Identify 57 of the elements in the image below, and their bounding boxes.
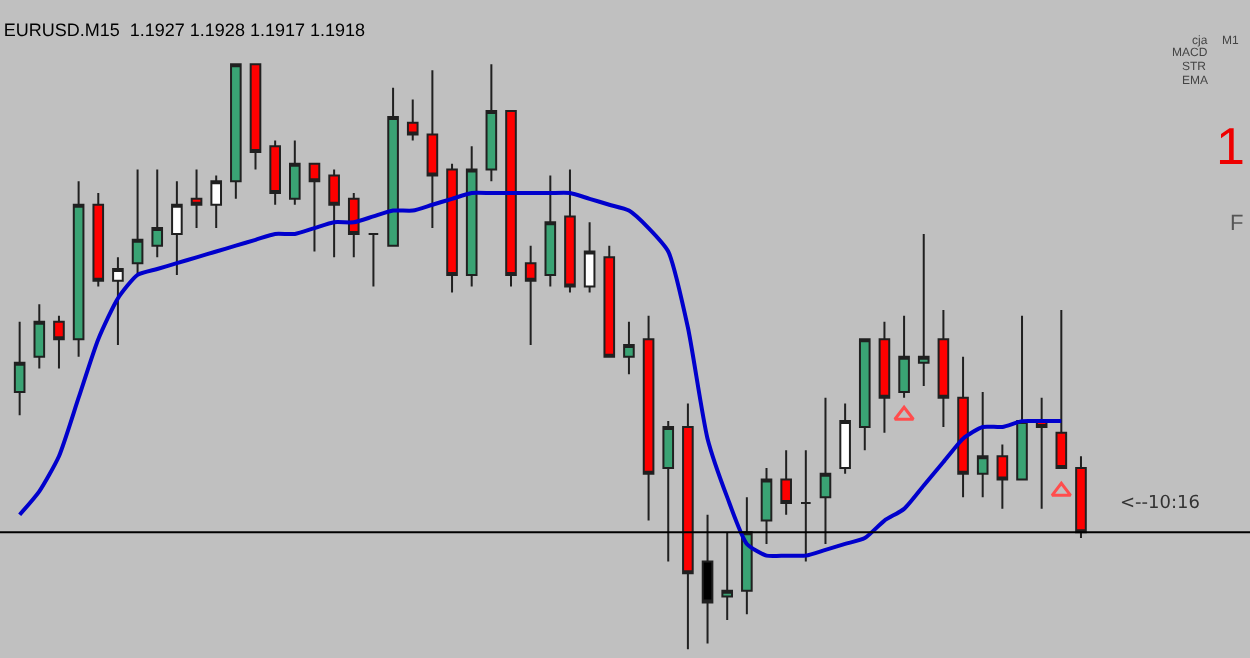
candlestick — [780, 449, 792, 516]
chart-title: EURUSD.M15 1.1927 1.1928 1.1917 1.1918 — [3, 19, 365, 40]
candlestick — [583, 221, 596, 294]
candlestick — [858, 338, 871, 452]
candlestick — [485, 63, 498, 183]
text: <--10:16 — [1120, 494, 1201, 514]
candlestick — [53, 314, 65, 370]
candlestick — [465, 145, 478, 288]
candlestick — [387, 86, 399, 247]
candlestick — [13, 320, 26, 417]
candlestick — [996, 443, 1009, 510]
candlestick — [760, 466, 773, 545]
candlestick — [33, 303, 46, 370]
candlestick — [426, 69, 439, 230]
candlestick — [289, 139, 301, 206]
text: 1 — [1216, 116, 1245, 176]
candlestick — [171, 180, 183, 276]
candlestick — [72, 180, 85, 358]
candlestick — [1055, 309, 1068, 469]
candlestick — [800, 449, 812, 563]
candlestick — [328, 168, 340, 259]
candlestick — [210, 174, 223, 230]
candlestick — [308, 162, 321, 253]
candlestick — [662, 420, 675, 563]
candlestick — [131, 168, 144, 276]
candlestick — [819, 396, 832, 545]
candlestick — [190, 168, 203, 230]
candlestick — [878, 320, 891, 434]
candlestick — [269, 139, 281, 206]
candlestick — [682, 402, 694, 651]
candlestick — [839, 402, 851, 475]
candlestick — [544, 174, 557, 288]
candlestick — [92, 192, 105, 288]
candlestick — [898, 314, 910, 399]
candlestick — [112, 256, 124, 347]
candlestick — [976, 390, 989, 499]
candlestick — [642, 314, 655, 522]
candlestick — [230, 63, 242, 200]
candlestick — [603, 244, 616, 358]
candlestick — [564, 168, 576, 294]
candlestick — [367, 232, 380, 288]
candlestick — [957, 355, 969, 499]
candlestick — [623, 320, 635, 376]
candlestick — [151, 168, 164, 259]
candlestick — [1016, 314, 1028, 481]
candlestick — [505, 110, 517, 288]
candlestick — [524, 244, 537, 347]
candlestick — [1075, 455, 1087, 540]
text: F — [1230, 212, 1244, 236]
candlestick — [406, 98, 419, 142]
candlestick — [1035, 396, 1048, 510]
candlestick — [249, 63, 262, 171]
candlestick — [446, 162, 458, 294]
candlestick — [347, 192, 360, 259]
candlestick — [937, 309, 950, 428]
candlestick — [917, 232, 930, 388]
candlestick — [721, 531, 734, 621]
